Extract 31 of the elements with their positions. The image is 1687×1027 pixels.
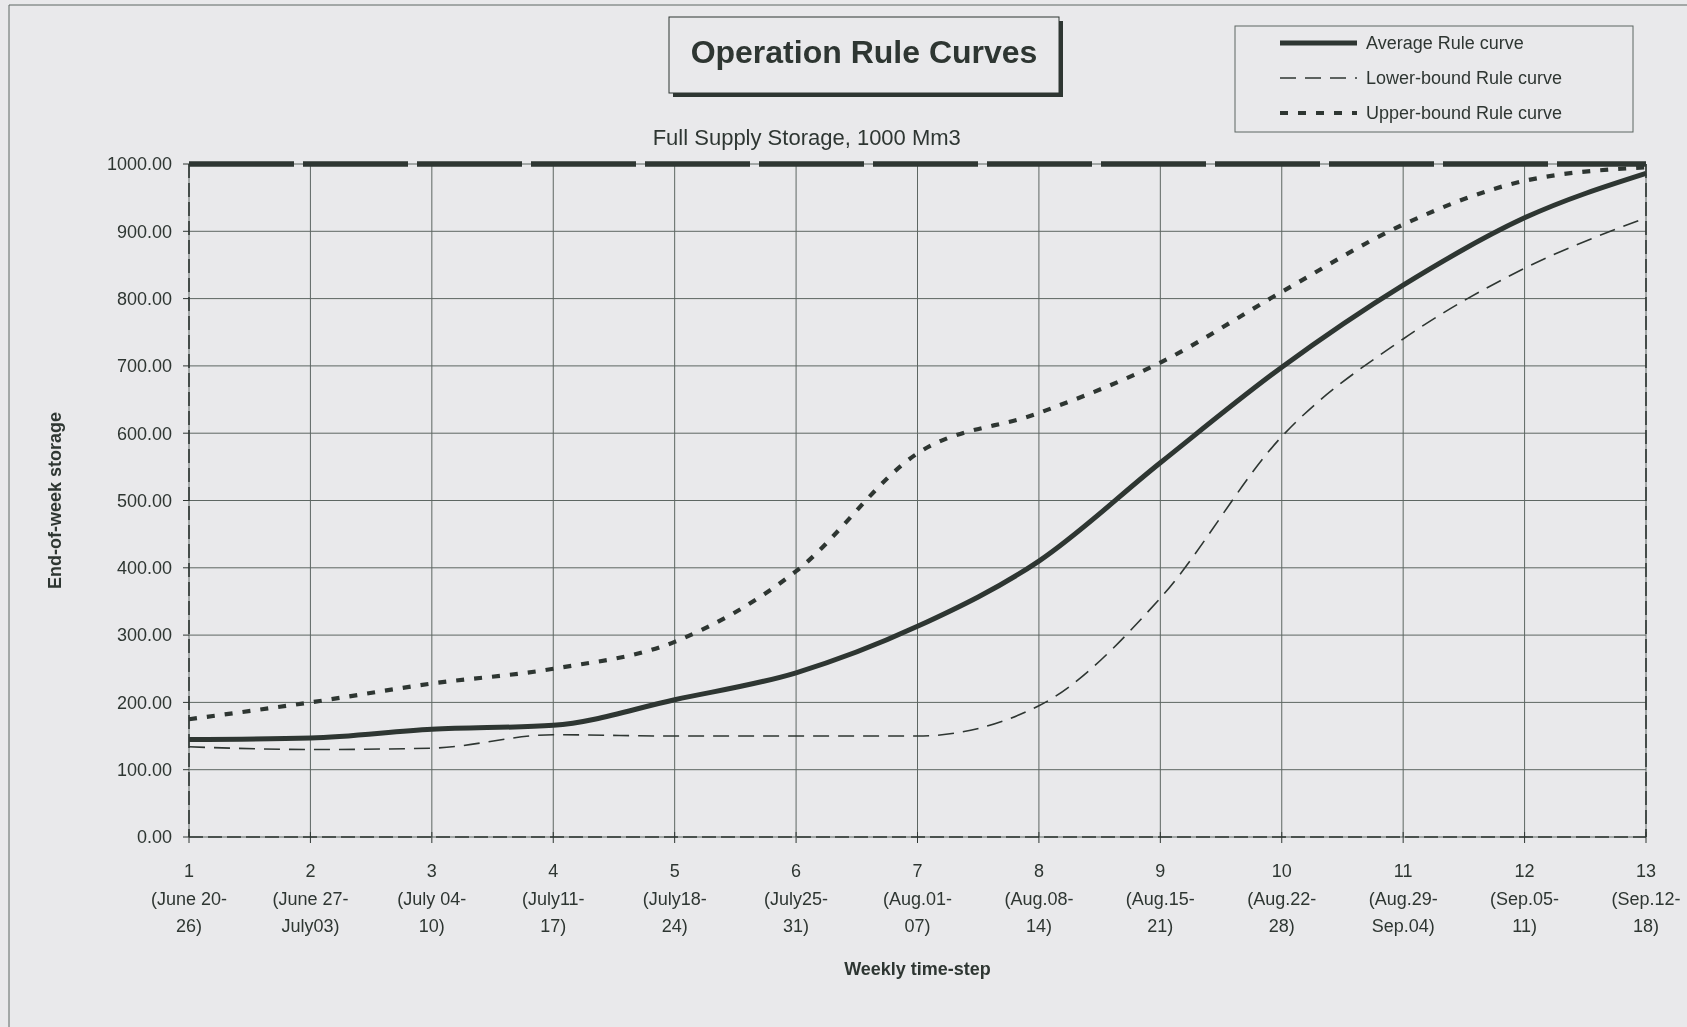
x-tick-label: 4 (July11- 17) <box>521 861 585 936</box>
x-tick-label: 7 (Aug.01- 07) <box>882 861 953 936</box>
x-tick-label: 5 (July18- 24) <box>642 861 707 936</box>
y-tick-label: 300.00 <box>116 625 172 646</box>
y-tick-label: 800.00 <box>116 288 172 309</box>
y-tick-label: 900.00 <box>116 221 172 242</box>
y-axis-title: End-of-week storage <box>45 411 65 590</box>
x-tick-label: 6 (July25- 31) <box>764 861 829 936</box>
legend-label: Average Rule curve <box>1366 33 1524 54</box>
y-tick-label: 700.00 <box>116 356 172 377</box>
x-tick-label: 12 (Sep.05- 11) <box>1490 861 1560 936</box>
x-tick-label: 10 (Aug.22- 28) <box>1247 861 1317 936</box>
y-tick-label: 1000.00 <box>106 154 172 175</box>
ref-line-label: Full Supply Storage, 1000 Mm3 <box>652 125 961 150</box>
x-tick-label: 8 (Aug.08- 14) <box>1004 861 1074 936</box>
y-tick-label: 500.00 <box>116 490 172 511</box>
x-tick-label: 2 (June 27- July03) <box>272 861 349 936</box>
x-tick-label: 3 (July 04- 10) <box>397 861 467 936</box>
chart-title: Operation Rule Curves <box>690 34 1038 70</box>
y-tick-label: 0.00 <box>136 827 172 848</box>
x-tick-label: 13 (Sep.12- 18) <box>1611 861 1681 936</box>
legend-label: Lower-bound Rule curve <box>1366 68 1563 89</box>
y-tick-label: 200.00 <box>116 692 172 713</box>
y-tick-label: 600.00 <box>116 423 172 444</box>
y-tick-label: 100.00 <box>116 760 172 780</box>
x-axis-title: Weekly time-step <box>844 959 991 979</box>
x-tick-label: 9 (Aug.15- 21) <box>1125 861 1195 936</box>
x-tick-label: 11 (Aug.29- Sep.04) <box>1368 861 1438 936</box>
legend-label: Upper-bound Rule curve <box>1366 103 1563 124</box>
y-tick-label: 400.00 <box>116 558 172 579</box>
x-tick-label: 1 (June 20- 26) <box>150 861 228 936</box>
